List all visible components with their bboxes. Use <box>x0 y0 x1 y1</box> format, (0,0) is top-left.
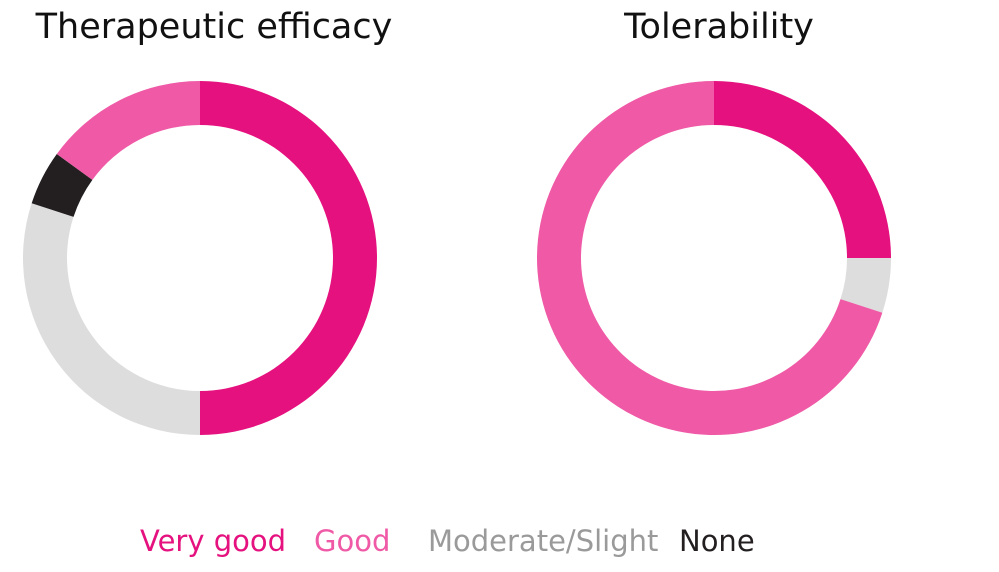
chart-title: Therapeutic efficacy <box>35 7 393 47</box>
legend-label: Moderate/Slight <box>428 524 658 558</box>
donut-slice <box>22 203 200 435</box>
legend-label: Very good <box>140 524 286 558</box>
donut-slice <box>56 81 201 180</box>
chart-title: Tolerability <box>623 7 814 47</box>
donut-slice <box>840 258 891 313</box>
donut-slice <box>31 153 93 217</box>
donut-slice <box>714 81 891 258</box>
legend-label: None <box>679 524 755 558</box>
legend-label: Good <box>314 524 390 558</box>
donut-slice <box>200 81 377 435</box>
